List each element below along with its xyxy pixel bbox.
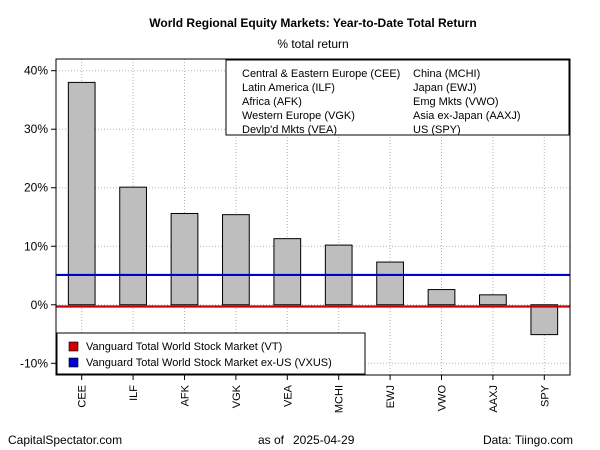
key-item: Asia ex-Japan (AAXJ): [413, 110, 521, 122]
y-tick-label: -10%: [20, 356, 48, 370]
y-axis: -10% 0% 10% 20% 30% 40%: [20, 64, 56, 370]
bar-vwo: [427, 289, 456, 306]
bar-vgk: [222, 214, 250, 306]
x-tick-label: ILF: [128, 385, 140, 401]
legend-swatch-vt: [68, 341, 79, 352]
x-tick-label: SPY: [539, 384, 551, 407]
key-item: Devlp'd Mkts (VEA): [242, 124, 337, 136]
x-tick-label: VWO: [437, 385, 449, 412]
y-tick-label: 20%: [24, 181, 48, 195]
bars: [67, 81, 559, 336]
bar-ewj: [376, 261, 404, 306]
legend-swatch-vxus: [68, 357, 79, 368]
x-tick-label: CEE: [77, 385, 89, 408]
x-tick-label: VEA: [282, 384, 294, 407]
x-axis: CEE ILF AFK VGK VEA MCHI EWJ VWO AAXJ SPY: [77, 375, 551, 413]
y-tick-label: 40%: [24, 64, 48, 78]
bar-aaxj: [479, 294, 507, 306]
key-item: China (MCHI): [413, 68, 480, 80]
legend: Vanguard Total World Stock Market (VT) V…: [56, 332, 366, 375]
footer-source-site: CapitalSpectator.com: [8, 433, 122, 447]
y-tick-label: 10%: [24, 239, 48, 253]
x-tick-label: VGK: [231, 384, 243, 408]
footer-as-of: as of: [258, 433, 285, 447]
legend-label-vt: Vanguard Total World Stock Market (VT): [86, 341, 282, 353]
key-box: Central & Eastern Europe (CEE) Latin Ame…: [225, 59, 570, 136]
key-item: US (SPY): [413, 124, 461, 136]
bar-afk: [170, 212, 199, 306]
y-tick-label: 30%: [24, 122, 48, 136]
bar-vea: [273, 238, 302, 306]
reference-lines: [56, 273, 570, 308]
legend-label-vxus: Vanguard Total World Stock Market ex-US …: [86, 357, 332, 369]
key-item: Western Europe (VGK): [242, 110, 355, 122]
key-item: Africa (AFK): [242, 96, 302, 108]
x-tick-label: EWJ: [385, 385, 397, 408]
bar-cee: [67, 81, 96, 306]
chart-title: World Regional Equity Markets: Year-to-D…: [149, 16, 476, 30]
key-box-frame: [225, 59, 570, 136]
legend-frame: [56, 332, 366, 375]
key-item: Japan (EWJ): [413, 82, 477, 94]
key-item: Central & Eastern Europe (CEE): [242, 68, 400, 80]
chart-subtitle: % total return: [277, 37, 348, 51]
footer-date: 2025-04-29: [293, 433, 355, 447]
x-tick-label: MCHI: [334, 385, 346, 413]
key-item: Emg Mkts (VWO): [413, 96, 499, 108]
bar-ilf: [119, 186, 147, 306]
key-item: Latin America (ILF): [242, 82, 335, 94]
x-tick-label: AFK: [180, 384, 192, 406]
bar-spy: [530, 304, 559, 336]
y-tick-label: 0%: [31, 298, 49, 312]
footer-data-source: Data: Tiingo.com: [483, 433, 573, 447]
x-tick-label: AAXJ: [488, 385, 500, 413]
plot-frame: [55, 58, 571, 376]
